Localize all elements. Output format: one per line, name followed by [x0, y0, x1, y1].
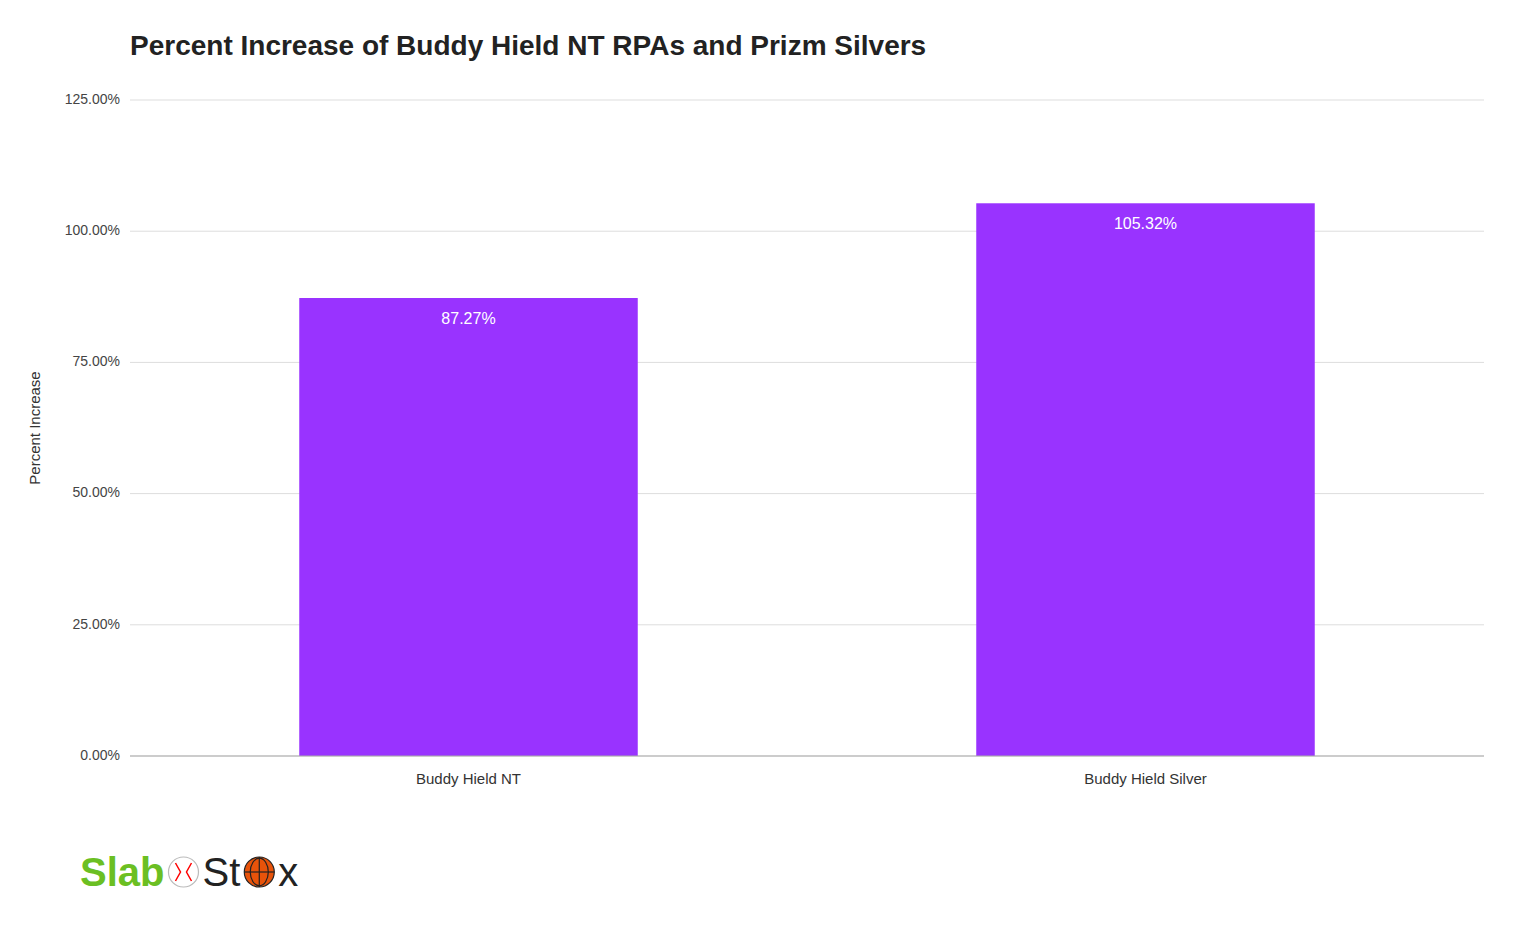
- y-tick-label: 50.00%: [73, 484, 120, 500]
- baseball-icon: [168, 857, 198, 887]
- data-label: 105.32%: [1114, 215, 1177, 232]
- bars: [299, 203, 1315, 756]
- data-label: 87.27%: [441, 310, 495, 327]
- logo-text: Slab: [80, 850, 164, 894]
- y-tick-label: 125.00%: [65, 91, 120, 107]
- logo-text: x: [278, 850, 298, 894]
- y-tick-label: 25.00%: [73, 616, 120, 632]
- chart-container: Percent Increase of Buddy Hield NT RPAs …: [0, 0, 1524, 926]
- y-tick-label: 0.00%: [80, 747, 120, 763]
- title: Percent Increase of Buddy Hield NT RPAs …: [130, 30, 926, 61]
- y-axis-label: Percent Increase: [26, 371, 43, 484]
- x-tick-label: Buddy Hield NT: [416, 770, 521, 787]
- chart: Percent Increase of Buddy Hield NT RPAs …: [0, 0, 1524, 926]
- x-axis-line: [130, 756, 1484, 757]
- logo-text: St: [202, 850, 240, 894]
- bar: [299, 298, 638, 756]
- grid-line: [130, 756, 1484, 757]
- x-tick-label: Buddy Hield Silver: [1084, 770, 1207, 787]
- grid: [130, 100, 1484, 756]
- y-tick-label: 75.00%: [73, 353, 120, 369]
- y-tick-label: 100.00%: [65, 222, 120, 238]
- logo: Slab Stx: [80, 850, 298, 894]
- basketball-icon: [244, 857, 274, 887]
- grid-line: [130, 100, 1484, 101]
- background: [0, 0, 1524, 926]
- bar: [976, 203, 1315, 756]
